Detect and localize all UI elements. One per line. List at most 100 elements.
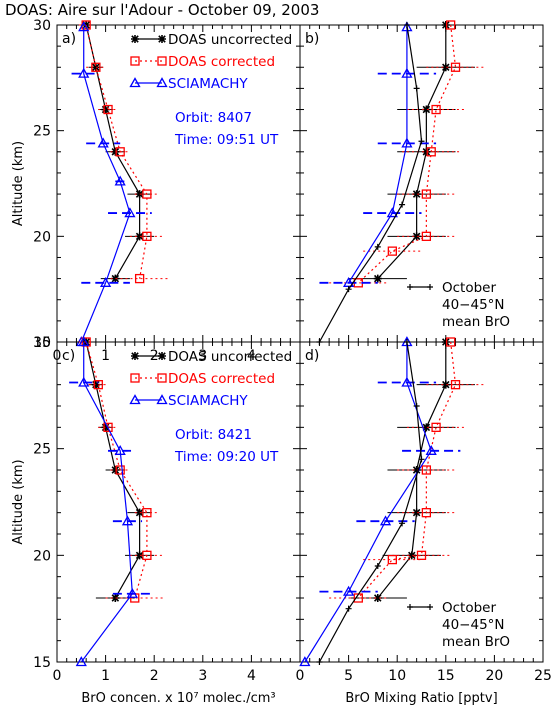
data-point [401, 21, 413, 32]
data-point [421, 189, 432, 199]
panel-frame [299, 341, 544, 663]
legend-marker [129, 394, 141, 405]
data-point [386, 207, 398, 218]
legend-label: DOAS uncorrected [168, 349, 292, 365]
x-tick-label: 1 [101, 668, 110, 684]
legend-marker [131, 352, 139, 360]
data-point [373, 594, 382, 602]
data-point [91, 63, 100, 72]
x-tick-label: 0 [296, 668, 305, 684]
data-point [135, 551, 144, 560]
legend-marker [427, 284, 433, 290]
data-point [379, 515, 392, 526]
data-point [407, 551, 416, 560]
legend-marker [131, 35, 139, 43]
data-point [373, 274, 382, 283]
data-point [401, 376, 413, 387]
data-point [446, 337, 456, 347]
data-point [421, 231, 432, 241]
data-point [450, 62, 461, 72]
data-point [374, 243, 381, 250]
data-point [101, 105, 110, 114]
legend-label: SCIAMACHY [168, 76, 248, 92]
data-point [413, 85, 420, 92]
legend-marker [158, 35, 166, 43]
data-point [78, 21, 90, 32]
panel-frame [299, 24, 544, 343]
climatology-label: 40−45°N [442, 297, 505, 313]
data-point [114, 175, 126, 186]
legend-marker [157, 373, 167, 383]
data-point [135, 232, 144, 241]
x-tick-label: 25 [534, 668, 552, 684]
x-tick-label: 3 [198, 668, 207, 684]
data-point [75, 656, 87, 667]
panel-frame [56, 341, 301, 663]
data-point [425, 444, 437, 455]
data-point [78, 376, 90, 387]
legend-marker [157, 56, 167, 66]
legend-label: SCIAMACHY [168, 393, 248, 409]
legend-label: DOAS corrected [168, 54, 275, 70]
data-point [374, 563, 381, 569]
y-tick-label: 25 [33, 124, 51, 140]
legend-marker [427, 604, 433, 610]
x-tick-label: 3 [198, 348, 207, 364]
data-point [401, 137, 413, 148]
series-line [80, 342, 133, 663]
data-point [431, 422, 441, 432]
y-tick-label: 20 [33, 548, 51, 564]
data-point [418, 138, 425, 145]
y-tick-label: 20 [33, 229, 51, 245]
data-point [345, 286, 352, 293]
data-point [114, 444, 126, 455]
x-tick-label: 4 [247, 668, 256, 684]
data-point [91, 62, 101, 72]
panel-label: a) [62, 31, 76, 47]
data-point [412, 190, 421, 199]
series-line [357, 341, 457, 599]
panel-frame [56, 24, 301, 343]
x-tick-label: 0 [53, 668, 62, 684]
data-point [387, 246, 397, 256]
data-point [413, 403, 420, 409]
legend-label: DOAS corrected [168, 371, 275, 387]
data-point [115, 147, 125, 157]
y-tick-label: 15 [33, 335, 51, 351]
data-point [441, 63, 450, 72]
series-line [85, 24, 148, 279]
annotation: Orbit: 8407 [175, 110, 252, 126]
data-point [142, 231, 152, 241]
data-point [345, 605, 352, 612]
series-line [357, 24, 457, 284]
data-point [421, 465, 432, 475]
data-point [124, 207, 136, 218]
data-point [93, 380, 103, 390]
data-point [134, 273, 145, 284]
data-point [111, 466, 120, 474]
data-point [450, 380, 461, 390]
x-tick-label: 10 [388, 668, 406, 684]
series-line [318, 24, 423, 343]
data-point [431, 104, 441, 115]
climatology-label: October [442, 280, 496, 296]
figure-title: DOAS: Aire sur l'Adour - October 09, 200… [5, 1, 319, 19]
data-point [412, 508, 421, 517]
data-point [421, 508, 432, 518]
legend-marker [129, 77, 141, 88]
data-point [126, 587, 138, 598]
legend-label: DOAS uncorrected [168, 32, 292, 48]
y-tick-label: 15 [33, 655, 51, 671]
data-point [142, 550, 152, 560]
legend-marker [407, 604, 413, 610]
annotation: Time: 09:51 UT [174, 132, 279, 148]
data-point [342, 585, 355, 596]
data-point [399, 201, 406, 208]
x-tick-label: 5 [344, 668, 353, 684]
data-point [441, 338, 450, 346]
legend-marker [158, 352, 166, 360]
data-point [387, 554, 397, 565]
data-point [142, 189, 152, 199]
data-point [422, 105, 431, 114]
